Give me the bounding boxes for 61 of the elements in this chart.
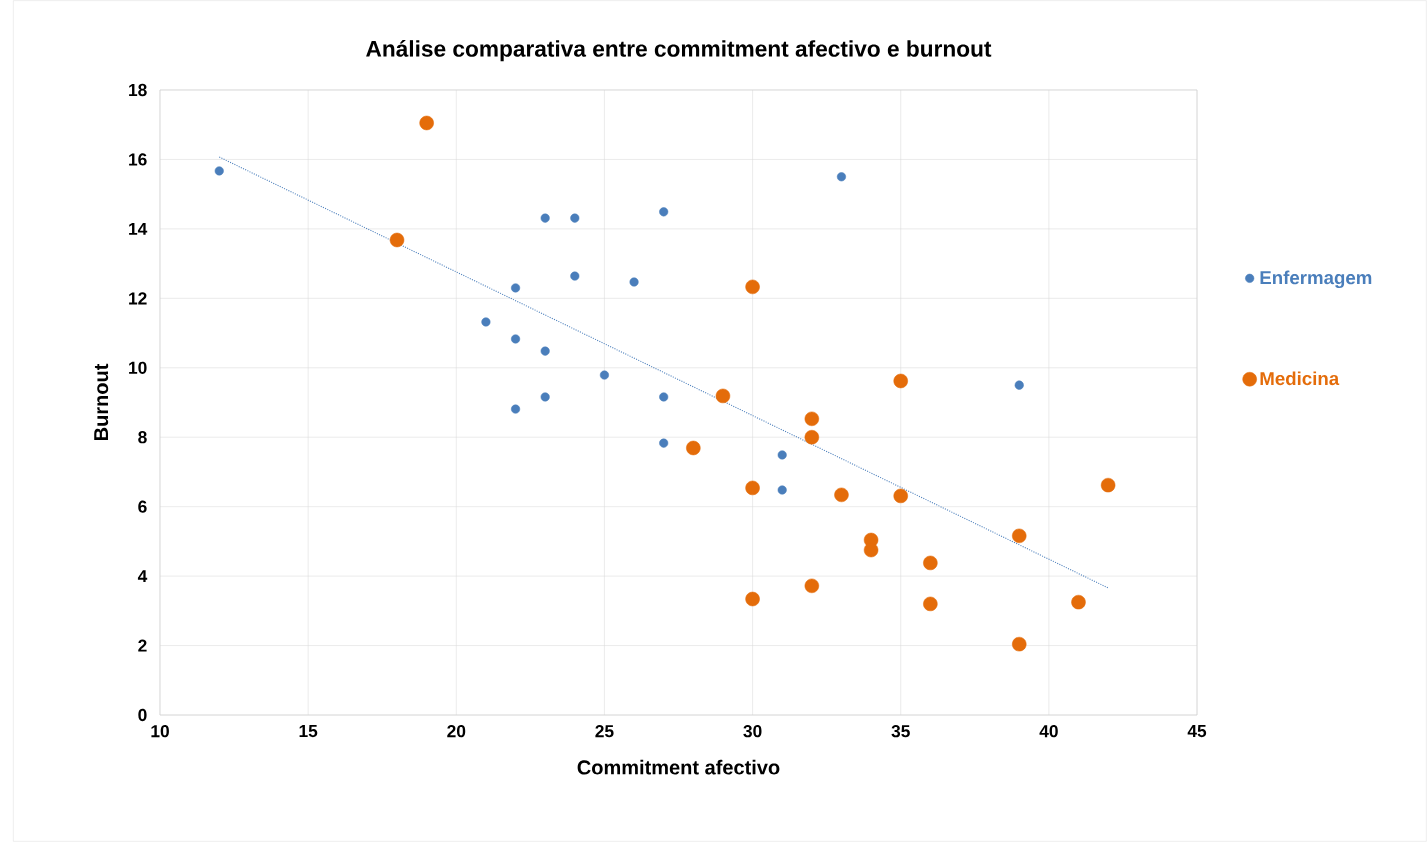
x-tick-label: 15 xyxy=(299,725,318,738)
point xyxy=(540,346,550,356)
x-tick-label: 35 xyxy=(891,725,910,738)
point xyxy=(715,388,731,404)
point xyxy=(481,317,491,327)
point xyxy=(540,392,550,402)
point xyxy=(777,485,787,495)
x-tick-label: 40 xyxy=(1039,725,1058,738)
chart-title: Análise comparativa entre commitment afectivo e burnout xyxy=(366,39,992,62)
point xyxy=(745,591,760,607)
point xyxy=(1071,594,1086,610)
point xyxy=(745,480,760,496)
point xyxy=(804,430,820,445)
point xyxy=(686,440,701,456)
point xyxy=(893,488,908,504)
x-tick-label: 10 xyxy=(151,725,169,738)
y-axis-title: Burnout xyxy=(94,363,109,441)
point xyxy=(659,207,669,217)
y-tick-label: 18 xyxy=(129,83,147,97)
point xyxy=(389,232,405,248)
point xyxy=(540,213,550,223)
point xyxy=(1014,380,1024,390)
point xyxy=(804,411,820,427)
x-tick-label: 25 xyxy=(595,725,614,738)
point xyxy=(1012,528,1027,544)
point xyxy=(923,555,938,571)
y-tick-label: 0 xyxy=(138,708,147,722)
point xyxy=(777,450,787,460)
point xyxy=(836,172,846,182)
legend-label: Medicina xyxy=(1260,371,1340,386)
point xyxy=(1012,636,1027,652)
point xyxy=(511,334,521,344)
x-tick-label: 45 xyxy=(1187,725,1207,738)
x-tick-label: 30 xyxy=(743,725,762,738)
point xyxy=(629,277,639,287)
y-tick-label: 16 xyxy=(129,153,147,166)
point xyxy=(599,370,609,380)
y-tick-label: 2 xyxy=(138,639,147,652)
y-tick-label: 14 xyxy=(129,222,148,235)
point xyxy=(419,115,434,131)
y-tick-label: 10 xyxy=(129,361,147,374)
point xyxy=(511,283,521,293)
point xyxy=(834,487,849,503)
legend-label: Enfermagem xyxy=(1260,270,1372,289)
point xyxy=(214,166,224,176)
point xyxy=(745,279,760,295)
point xyxy=(659,392,669,402)
point xyxy=(1100,477,1116,493)
point xyxy=(804,578,820,594)
point xyxy=(923,596,938,612)
point xyxy=(570,213,580,223)
point xyxy=(893,373,908,389)
y-tick-label: 12 xyxy=(129,292,147,305)
x-tick-label: 20 xyxy=(447,725,466,738)
point xyxy=(659,438,669,448)
y-tick-label: 4 xyxy=(137,570,148,583)
y-tick-label: 8 xyxy=(138,431,147,444)
point xyxy=(511,404,521,414)
y-tick-label: 6 xyxy=(138,500,147,513)
x-axis-title: Commitment afectivo xyxy=(577,759,780,775)
point xyxy=(570,271,580,281)
